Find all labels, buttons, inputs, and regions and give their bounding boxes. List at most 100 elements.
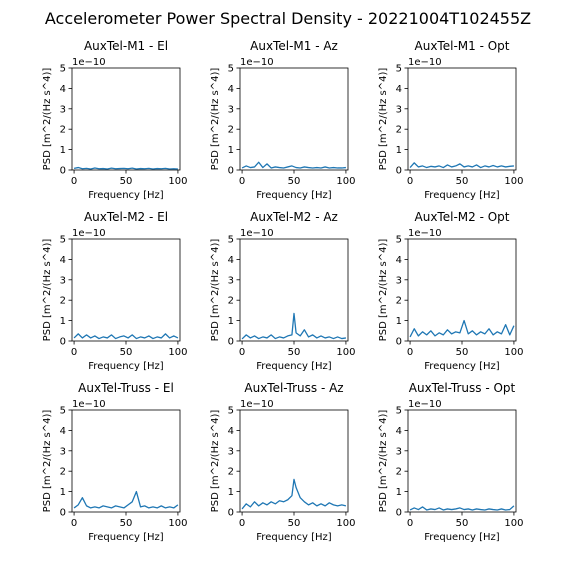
x-tick-label: 0 xyxy=(239,176,245,187)
x-tick-label: 0 xyxy=(239,518,245,529)
y-tick-label: 5 xyxy=(60,406,66,417)
y-tick-label: 5 xyxy=(396,235,402,246)
y-tick-label: 2 xyxy=(228,296,234,307)
y-tick-label: 5 xyxy=(228,235,234,246)
x-tick-label: 50 xyxy=(120,176,133,187)
y-tick-label: 1 xyxy=(396,145,402,156)
x-tick-label: 100 xyxy=(504,347,523,358)
psd-line-auxtel-m1-az xyxy=(241,161,346,169)
psd-line-auxtel-m1-opt xyxy=(409,162,514,169)
y-tick-label: 1 xyxy=(60,145,66,156)
y-tick-label: 4 xyxy=(228,255,234,266)
subplot-title: AuxTel-M2 - Opt xyxy=(415,210,510,224)
x-tick-label: 0 xyxy=(407,518,413,529)
y-offset-label: 1e−10 xyxy=(408,228,442,239)
y-offset-label: 1e−10 xyxy=(240,228,274,239)
y-axis-label: PSD [m^2/(Hz s^4)] xyxy=(210,239,221,342)
x-tick-label: 50 xyxy=(120,347,133,358)
subplot-title: AuxTel-M1 - Opt xyxy=(415,39,510,53)
x-tick-label: 100 xyxy=(336,176,355,187)
y-tick-label: 1 xyxy=(396,487,402,498)
y-tick-label: 0 xyxy=(60,508,66,519)
psd-line-auxtel-m2-az xyxy=(241,312,347,340)
y-tick-label: 3 xyxy=(60,446,66,457)
y-tick-label: 3 xyxy=(228,446,234,457)
subplot-title: AuxTel-M2 - El xyxy=(84,210,168,224)
y-tick-label: 3 xyxy=(396,104,402,115)
x-axis-label: Frequency [Hz] xyxy=(424,190,500,201)
y-tick-label: 4 xyxy=(396,426,402,437)
x-tick-label: 100 xyxy=(168,176,187,187)
x-tick-label: 0 xyxy=(71,347,77,358)
x-axis-label: Frequency [Hz] xyxy=(424,361,500,372)
x-tick-label: 0 xyxy=(239,347,245,358)
y-tick-label: 1 xyxy=(60,487,66,498)
x-tick-label: 100 xyxy=(504,176,523,187)
y-tick-label: 5 xyxy=(228,64,234,75)
psd-line-auxtel-truss-el xyxy=(73,490,179,509)
psd-line-auxtel-truss-opt xyxy=(409,505,515,511)
y-tick-label: 4 xyxy=(60,426,66,437)
y-tick-label: 4 xyxy=(60,255,66,266)
y-offset-label: 1e−10 xyxy=(72,228,106,239)
y-offset-label: 1e−10 xyxy=(240,57,274,68)
y-tick-label: 1 xyxy=(228,487,234,498)
psd-line-auxtel-m2-el xyxy=(73,333,179,340)
y-tick-label: 2 xyxy=(396,125,402,136)
y-tick-label: 0 xyxy=(228,166,234,177)
y-tick-label: 3 xyxy=(396,446,402,457)
y-tick-label: 4 xyxy=(396,84,402,95)
y-tick-label: 5 xyxy=(60,235,66,246)
y-tick-label: 3 xyxy=(60,275,66,286)
x-tick-label: 50 xyxy=(456,518,469,529)
subplot-title: AuxTel-M2 - Az xyxy=(250,210,338,224)
psd-line-auxtel-m1-el xyxy=(73,166,178,170)
x-tick-label: 50 xyxy=(456,176,469,187)
figure-title: Accelerometer Power Spectral Density - 2… xyxy=(45,9,531,28)
x-tick-label: 0 xyxy=(407,176,413,187)
x-tick-label: 0 xyxy=(71,176,77,187)
y-tick-label: 5 xyxy=(396,406,402,417)
y-tick-label: 2 xyxy=(60,467,66,478)
y-axis-label: PSD [m^2/(Hz s^4)] xyxy=(378,410,389,513)
y-offset-label: 1e−10 xyxy=(72,399,106,410)
y-axis-label: PSD [m^2/(Hz s^4)] xyxy=(378,68,389,171)
x-tick-label: 50 xyxy=(288,176,301,187)
x-axis-label: Frequency [Hz] xyxy=(256,532,332,543)
y-tick-label: 2 xyxy=(60,125,66,136)
subplot-title: AuxTel-M1 - Az xyxy=(250,39,338,53)
y-tick-label: 3 xyxy=(396,275,402,286)
y-tick-label: 5 xyxy=(228,406,234,417)
x-axis-label: Frequency [Hz] xyxy=(424,532,500,543)
y-tick-label: 3 xyxy=(228,104,234,115)
x-tick-label: 50 xyxy=(288,518,301,529)
y-axis-label: PSD [m^2/(Hz s^4)] xyxy=(42,410,53,513)
x-tick-label: 100 xyxy=(168,347,187,358)
x-axis-label: Frequency [Hz] xyxy=(256,361,332,372)
x-tick-label: 100 xyxy=(336,347,355,358)
y-tick-label: 0 xyxy=(228,337,234,348)
x-tick-label: 0 xyxy=(71,518,77,529)
y-tick-label: 5 xyxy=(60,64,66,75)
x-axis-label: Frequency [Hz] xyxy=(88,361,164,372)
y-offset-label: 1e−10 xyxy=(72,57,106,68)
y-tick-label: 1 xyxy=(396,316,402,327)
x-tick-label: 100 xyxy=(168,518,187,529)
subplot-title: AuxTel-Truss - El xyxy=(78,381,174,395)
y-axis-label: PSD [m^2/(Hz s^4)] xyxy=(210,68,221,171)
y-tick-label: 0 xyxy=(396,508,402,519)
subplot-title: AuxTel-Truss - Az xyxy=(244,381,343,395)
y-tick-label: 2 xyxy=(396,467,402,478)
y-tick-label: 2 xyxy=(60,296,66,307)
psd-line-auxtel-truss-az xyxy=(241,478,347,510)
y-tick-label: 3 xyxy=(228,275,234,286)
x-tick-label: 100 xyxy=(504,518,523,529)
